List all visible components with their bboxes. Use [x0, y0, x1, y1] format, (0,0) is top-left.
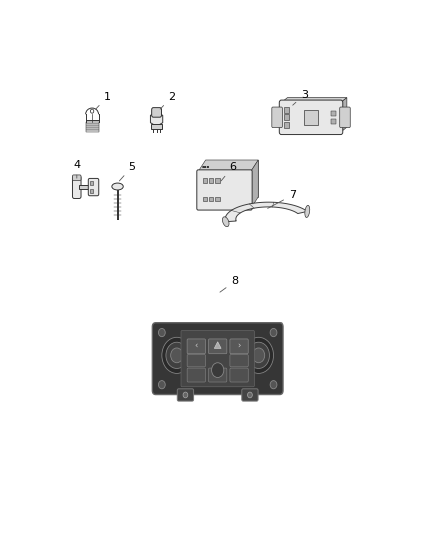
- FancyBboxPatch shape: [187, 354, 205, 367]
- Bar: [86, 122, 99, 124]
- Bar: [331, 111, 336, 116]
- Circle shape: [166, 342, 187, 368]
- Circle shape: [183, 392, 188, 398]
- FancyBboxPatch shape: [72, 176, 81, 198]
- Circle shape: [247, 392, 252, 398]
- Circle shape: [270, 328, 277, 337]
- Bar: [304, 110, 318, 125]
- Text: ›: ›: [237, 342, 241, 351]
- Polygon shape: [214, 342, 221, 349]
- Polygon shape: [205, 160, 258, 197]
- Circle shape: [90, 109, 94, 113]
- Polygon shape: [150, 112, 163, 126]
- FancyBboxPatch shape: [272, 107, 283, 127]
- Text: 4: 4: [73, 159, 81, 178]
- FancyBboxPatch shape: [208, 368, 227, 382]
- Text: 6: 6: [221, 161, 237, 181]
- Bar: [86, 124, 99, 126]
- FancyBboxPatch shape: [73, 175, 81, 181]
- Bar: [284, 115, 289, 120]
- Bar: [90, 189, 93, 193]
- Polygon shape: [251, 160, 258, 208]
- Circle shape: [162, 337, 192, 374]
- Bar: [79, 185, 94, 189]
- Bar: [331, 119, 336, 124]
- FancyBboxPatch shape: [88, 179, 99, 196]
- Bar: [209, 179, 213, 183]
- FancyBboxPatch shape: [230, 339, 248, 354]
- FancyBboxPatch shape: [187, 339, 205, 354]
- Polygon shape: [198, 160, 258, 172]
- Text: 1: 1: [95, 92, 111, 109]
- Bar: [90, 181, 93, 185]
- FancyBboxPatch shape: [230, 354, 248, 367]
- FancyBboxPatch shape: [230, 368, 248, 382]
- Text: 2: 2: [160, 92, 176, 109]
- Bar: [215, 179, 219, 183]
- Polygon shape: [341, 98, 347, 132]
- FancyBboxPatch shape: [177, 389, 194, 401]
- FancyBboxPatch shape: [152, 108, 162, 117]
- FancyBboxPatch shape: [279, 100, 343, 134]
- Circle shape: [252, 348, 265, 363]
- Circle shape: [270, 381, 277, 389]
- Circle shape: [212, 363, 224, 377]
- Bar: [86, 130, 99, 132]
- Bar: [86, 126, 99, 128]
- Bar: [203, 179, 207, 183]
- Ellipse shape: [112, 183, 123, 190]
- FancyBboxPatch shape: [187, 368, 205, 382]
- Circle shape: [159, 381, 165, 389]
- Bar: [209, 197, 213, 201]
- Bar: [86, 128, 99, 130]
- Bar: [284, 107, 289, 113]
- FancyBboxPatch shape: [197, 170, 252, 210]
- Polygon shape: [281, 98, 347, 102]
- Circle shape: [159, 328, 165, 337]
- Circle shape: [248, 342, 269, 368]
- Polygon shape: [279, 322, 282, 391]
- FancyBboxPatch shape: [208, 339, 227, 354]
- Bar: [284, 122, 289, 127]
- Bar: [215, 197, 219, 201]
- Ellipse shape: [223, 217, 229, 227]
- Circle shape: [244, 337, 273, 374]
- Text: ‹: ‹: [194, 342, 198, 351]
- Text: 7: 7: [268, 190, 296, 208]
- Circle shape: [171, 348, 183, 363]
- Bar: [86, 120, 99, 122]
- Bar: [203, 197, 207, 201]
- FancyBboxPatch shape: [242, 389, 258, 401]
- Polygon shape: [225, 202, 307, 222]
- Text: 3: 3: [293, 90, 308, 105]
- Text: 5: 5: [120, 161, 136, 181]
- FancyBboxPatch shape: [181, 330, 254, 387]
- Ellipse shape: [305, 205, 310, 217]
- FancyBboxPatch shape: [152, 322, 283, 394]
- Text: 8: 8: [220, 277, 238, 292]
- FancyBboxPatch shape: [340, 107, 350, 127]
- Text: ▪▪▪: ▪▪▪: [201, 164, 210, 168]
- Bar: [151, 124, 162, 129]
- Polygon shape: [156, 322, 282, 327]
